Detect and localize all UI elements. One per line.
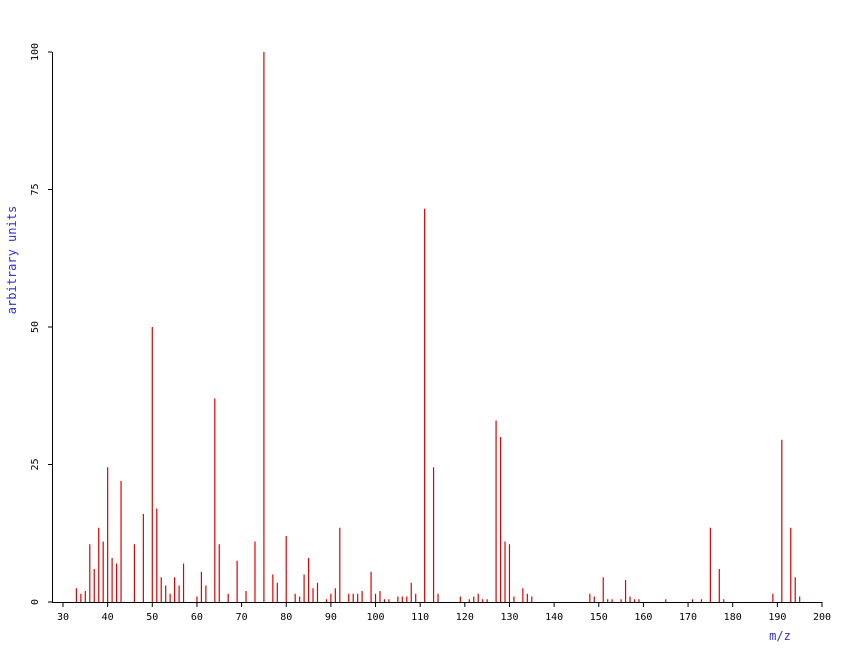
x-tick-label: 200 — [813, 612, 831, 623]
x-tick-label: 40 — [102, 612, 114, 623]
y-tick-label: 75 — [30, 183, 41, 195]
x-tick-label: 30 — [57, 612, 69, 623]
x-tick-label: 140 — [545, 612, 563, 623]
y-tick-label: 50 — [30, 321, 41, 333]
x-tick-label: 120 — [456, 612, 474, 623]
x-tick-label: 60 — [191, 612, 203, 623]
x-tick-label: 90 — [325, 612, 337, 623]
x-tick-label: 130 — [500, 612, 518, 623]
x-tick-label: 110 — [411, 612, 429, 623]
y-axis-label: arbitrary units — [5, 206, 19, 314]
y-tick-label: 100 — [30, 43, 41, 61]
x-tick-label: 180 — [724, 612, 742, 623]
x-tick-label: 100 — [366, 612, 384, 623]
x-axis-label: m/z — [769, 629, 791, 643]
x-tick-label: 160 — [634, 612, 652, 623]
x-tick-label: 190 — [768, 612, 786, 623]
x-tick-label: 50 — [146, 612, 158, 623]
y-tick-label: 25 — [30, 458, 41, 470]
x-tick-label: 80 — [280, 612, 292, 623]
x-tick-label: 70 — [236, 612, 248, 623]
y-tick-label: 0 — [30, 599, 41, 605]
x-tick-label: 170 — [679, 612, 697, 623]
x-tick-label: 150 — [590, 612, 608, 623]
